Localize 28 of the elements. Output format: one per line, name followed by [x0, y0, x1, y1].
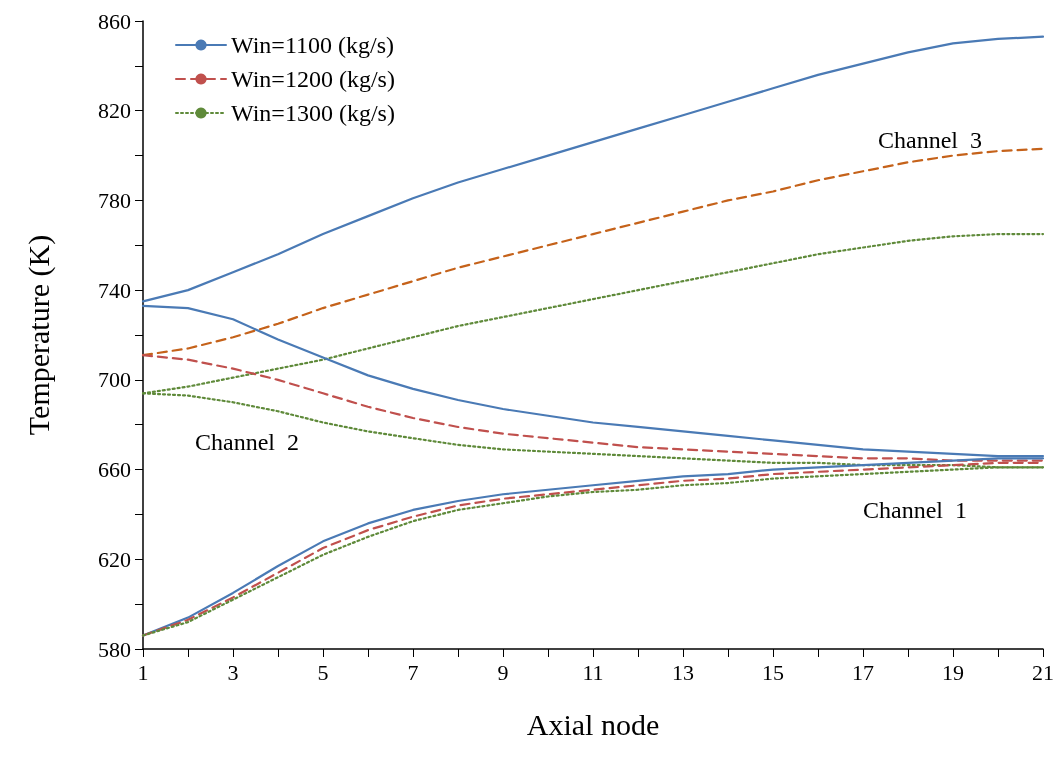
x-tick-label: 5 — [317, 659, 329, 685]
legend-label: Win=1100 (kg/s) — [231, 32, 394, 58]
annotation: Channel 3 — [878, 127, 982, 153]
x-tick-label: 17 — [852, 659, 874, 685]
legend-label: Win=1200 (kg/s) — [231, 66, 395, 92]
y-tick-label: 780 — [98, 187, 131, 213]
y-tick-label: 580 — [98, 636, 131, 662]
annotation: Channel 1 — [863, 497, 967, 523]
line-series — [141, 35, 1045, 303]
x-tick-label: 15 — [762, 659, 784, 685]
y-tick-label: 620 — [98, 546, 131, 572]
annotation: Channel 2 — [195, 429, 299, 455]
x-tick-label: 9 — [497, 659, 509, 685]
x-tick-label: 1 — [137, 659, 149, 685]
y-tick-label: 660 — [98, 457, 131, 483]
y-tick-label: 740 — [98, 277, 131, 303]
y-tick-label: 820 — [98, 98, 131, 124]
legend-label: Win=1300 (kg/s) — [231, 100, 395, 126]
x-tick-label: 21 — [1032, 659, 1054, 685]
x-tick-label: 11 — [582, 659, 604, 685]
y-tick-label: 700 — [98, 367, 131, 393]
x-axis-title: Axial node — [526, 707, 660, 741]
y-axis-title: Temperature (K) — [21, 234, 56, 436]
x-tick-label: 19 — [942, 659, 964, 685]
y-tick-label: 860 — [98, 8, 131, 34]
x-tick-label: 3 — [227, 659, 239, 685]
x-tick-label: 13 — [672, 659, 694, 685]
x-tick-label: 7 — [407, 659, 419, 685]
